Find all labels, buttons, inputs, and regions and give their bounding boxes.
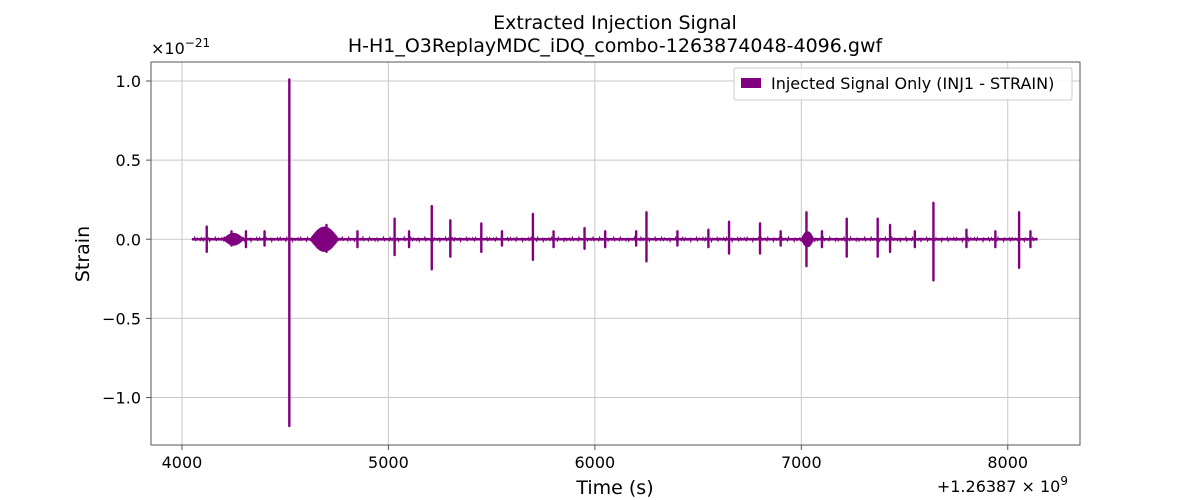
chart-title: Extracted Injection Signal <box>493 12 737 34</box>
signal-burst <box>309 226 340 252</box>
x-offset-label: +1.26387 × 109 <box>937 474 1068 496</box>
plot-area <box>191 78 1038 428</box>
x-tick-label: 6000 <box>574 453 615 472</box>
legend-box <box>733 67 1073 101</box>
legend-swatch <box>741 78 761 88</box>
legend-label: Injected Signal Only (INJ1 - STRAIN) <box>771 74 1054 93</box>
x-tick-label: 4000 <box>162 453 203 472</box>
legend: Injected Signal Only (INJ1 - STRAIN) <box>733 67 1073 101</box>
y-tick-label: 0.5 <box>116 151 141 170</box>
y-axis-label: Strain <box>72 226 94 282</box>
x-tick-label: 8000 <box>987 453 1028 472</box>
x-offset-exponent: 9 <box>1060 474 1068 488</box>
y-tick-label: −0.5 <box>102 309 141 328</box>
x-tick-label: 5000 <box>368 453 409 472</box>
chart-subtitle: H-H1_O3ReplayMDC_iDQ_combo-1263874048-40… <box>348 35 884 57</box>
axis-ticks: 4000 5000 6000 7000 8000 1.0 0.5 0.0 −0.5 −1.0 <box>102 72 1028 472</box>
x-axis-label: Time (s) <box>575 477 653 499</box>
y-tick-label: 1.0 <box>116 72 141 91</box>
signal-burst <box>222 232 245 246</box>
y-scale-exponent: −21 <box>185 36 210 50</box>
y-tick-label: −1.0 <box>102 389 141 408</box>
y-tick-label: 0.0 <box>116 230 141 249</box>
axes-frame <box>150 61 1081 446</box>
x-tick-label: 7000 <box>781 453 822 472</box>
y-scale-label: ×10−21 <box>151 36 210 58</box>
